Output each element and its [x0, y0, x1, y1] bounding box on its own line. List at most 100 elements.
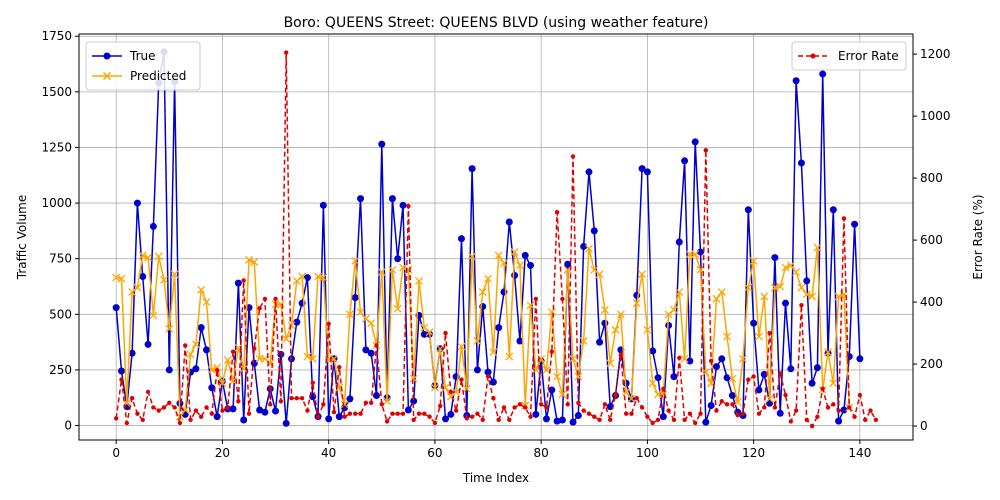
predicted-point: [765, 394, 774, 403]
predicted-point: [675, 288, 684, 297]
predicted-point: [611, 325, 620, 334]
true-point: [813, 364, 821, 372]
predicted-point: [207, 365, 216, 374]
true-point: [234, 279, 242, 287]
error-rate-point: [246, 411, 252, 416]
true-point: [649, 347, 657, 355]
error-rate-point: [406, 203, 411, 209]
error-rate-point: [682, 417, 687, 423]
true-point: [686, 357, 694, 365]
error-rate-point: [501, 405, 507, 410]
x-tick-label: 60: [427, 446, 442, 460]
true-point: [590, 227, 598, 235]
error-rate-point: [767, 330, 772, 336]
predicted-point: [154, 252, 163, 261]
predicted-point: [489, 348, 498, 357]
true-point: [697, 248, 705, 256]
y-tick-label: 500: [49, 307, 72, 321]
predicted-point: [436, 344, 445, 353]
true-point: [580, 242, 588, 250]
error-rate-point: [400, 411, 406, 416]
error-rate-point: [427, 414, 432, 419]
error-rate-point: [252, 346, 257, 351]
error-rate-point: [836, 408, 841, 413]
true-point: [420, 330, 428, 338]
error-rate-point: [342, 414, 347, 419]
true-point: [718, 355, 726, 363]
error-rate-point: [416, 411, 422, 416]
true-point: [803, 277, 811, 285]
error-rate-point: [740, 411, 746, 416]
error-rate-point: [597, 417, 602, 423]
predicted-point: [739, 354, 747, 363]
predicted-point: [462, 384, 471, 393]
error-rate-point: [411, 417, 416, 423]
error-rate-series-line: [115, 52, 877, 428]
true-point: [468, 165, 476, 173]
error-rate-point: [209, 411, 215, 416]
predicted-point: [303, 352, 312, 361]
predicted-point: [728, 374, 737, 383]
true-point: [675, 238, 683, 246]
true-point: [548, 386, 556, 394]
predicted-point: [760, 292, 769, 301]
error-rate-point: [868, 408, 873, 413]
error-rate-point: [257, 306, 262, 311]
true-point: [149, 222, 157, 230]
predicted-point: [547, 308, 556, 317]
predicted-point: [669, 305, 678, 314]
true-point: [532, 410, 540, 418]
error-rate-point: [517, 402, 523, 407]
predicted-point: [282, 334, 291, 343]
true-point: [511, 271, 519, 279]
true-point: [229, 405, 237, 413]
error-rate-point: [623, 411, 629, 416]
error-rate-point: [687, 411, 693, 416]
error-rate-point: [825, 405, 831, 410]
true-point: [654, 374, 662, 382]
true-point: [728, 392, 736, 400]
true-point: [165, 366, 173, 374]
x-axis-label: Time Index: [462, 471, 529, 485]
error-rate-point: [198, 414, 204, 419]
error-rate-point: [735, 413, 740, 418]
true-point: [495, 324, 503, 332]
error-rate-point: [432, 420, 438, 426]
true-point: [112, 304, 120, 312]
error-rate-point: [762, 405, 767, 410]
predicted-point: [733, 398, 742, 407]
error-rate-point: [422, 411, 427, 416]
error-rate-point: [788, 419, 794, 424]
error-rate-point: [363, 400, 369, 406]
error-rate-point: [214, 368, 220, 373]
error-rate-point: [756, 411, 762, 416]
true-point: [357, 195, 365, 203]
error-rate-point: [459, 377, 464, 382]
true-point: [282, 419, 290, 427]
y-tick-label: 0: [64, 419, 72, 433]
predicted-point: [186, 350, 195, 359]
predicted-point: [786, 261, 795, 270]
y2-tick-label: 600: [920, 233, 943, 247]
error-rate-point: [358, 411, 363, 416]
error-rate-point: [629, 411, 634, 416]
error-rate-point: [379, 402, 384, 407]
predicted-point: [415, 276, 423, 285]
true-point: [293, 318, 301, 326]
error-rate-point: [268, 402, 273, 407]
plot-series: [112, 48, 879, 429]
y2-axis-label: Error Rate (%): [971, 194, 985, 279]
predicted-point: [797, 283, 806, 292]
error-rate-point: [241, 278, 246, 283]
y2-tick-label: 1000: [920, 109, 951, 123]
predicted-point: [138, 251, 147, 260]
error-rate-point: [554, 210, 560, 215]
error-rate-point: [443, 330, 448, 336]
predicted-point: [505, 352, 514, 361]
predicted-point: [585, 244, 593, 253]
predicted-point: [351, 256, 360, 265]
error-rate-point: [262, 296, 268, 302]
error-rate-point: [602, 402, 608, 407]
predicted-point: [600, 305, 609, 314]
